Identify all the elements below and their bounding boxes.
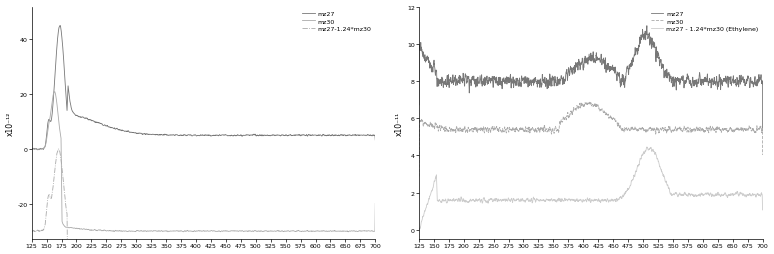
Line: mz30: mz30 [419, 103, 762, 177]
mz27 [642, 25, 652, 28]
mz30 [179, 230, 188, 233]
mz27 - 1.24*mz30 (Ethylene) [748, 193, 758, 196]
mz27 [414, 104, 423, 107]
mz30 [194, 229, 204, 232]
mz30 [685, 130, 694, 133]
mz27-1.24*mz30 [27, 230, 36, 233]
mz27 [685, 81, 694, 84]
Line: mz27-1.24*mz30: mz27-1.24*mz30 [32, 149, 375, 254]
mz27 - 1.24*mz30 (Ethylene) [414, 228, 423, 231]
mz30 [572, 105, 581, 108]
Y-axis label: x10⁻¹¹: x10⁻¹¹ [395, 112, 404, 135]
mz27-1.24*mz30 [45, 194, 54, 197]
mz27 [748, 82, 757, 85]
mz27 - 1.24*mz30 (Ethylene) [685, 193, 694, 196]
mz27 [581, 62, 591, 65]
mz27 [361, 134, 370, 137]
mz27 - 1.24*mz30 (Ethylene) [748, 193, 758, 196]
mz30 [50, 91, 59, 94]
mz30 [371, 202, 380, 205]
mz27-1.24*mz30 [54, 148, 63, 151]
mz27 [27, 148, 36, 151]
mz27 [572, 65, 581, 68]
mz27 [194, 135, 204, 138]
Y-axis label: x10⁻¹²: x10⁻¹² [5, 111, 15, 135]
mz27 [33, 149, 42, 152]
mz27 - 1.24*mz30 (Ethylene) [415, 228, 424, 231]
mz30 [748, 129, 758, 132]
mz30 [432, 123, 441, 126]
mz27 [758, 129, 767, 132]
mz30 [748, 127, 757, 130]
Line: mz27: mz27 [32, 26, 375, 150]
Legend: mz27, mz30, mz27-1.24*mz30: mz27, mz30, mz27-1.24*mz30 [301, 11, 372, 33]
Legend: mz27, mz30, mz27 - 1.24*mz30 (Ethylene): mz27, mz30, mz27 - 1.24*mz30 (Ethylene) [649, 11, 759, 33]
mz27 - 1.24*mz30 (Ethylene) [758, 209, 767, 212]
mz30 [414, 175, 423, 178]
mz27 - 1.24*mz30 (Ethylene) [581, 199, 591, 202]
mz30 [45, 121, 54, 124]
mz30 [361, 230, 370, 233]
mz30 [298, 230, 307, 233]
mz27 - 1.24*mz30 (Ethylene) [432, 178, 441, 181]
mz27 - 1.24*mz30 (Ethylene) [642, 146, 652, 149]
mz30 [185, 230, 194, 233]
mz27 [185, 134, 194, 137]
Line: mz30: mz30 [32, 92, 375, 232]
Line: mz27: mz27 [419, 27, 762, 131]
mz30 [361, 230, 370, 233]
mz30 [581, 103, 591, 106]
mz27 [748, 82, 758, 85]
mz30 [585, 101, 594, 104]
mz27 - 1.24*mz30 (Ethylene) [573, 197, 582, 200]
mz27 [45, 119, 54, 122]
mz27 [432, 71, 441, 74]
mz27 [371, 139, 380, 142]
mz27 [361, 134, 370, 137]
mz27 [56, 25, 65, 28]
mz27 [298, 134, 307, 137]
Line: mz27 - 1.24*mz30 (Ethylene): mz27 - 1.24*mz30 (Ethylene) [419, 147, 762, 230]
mz30 [27, 148, 36, 151]
mz30 [758, 154, 767, 157]
